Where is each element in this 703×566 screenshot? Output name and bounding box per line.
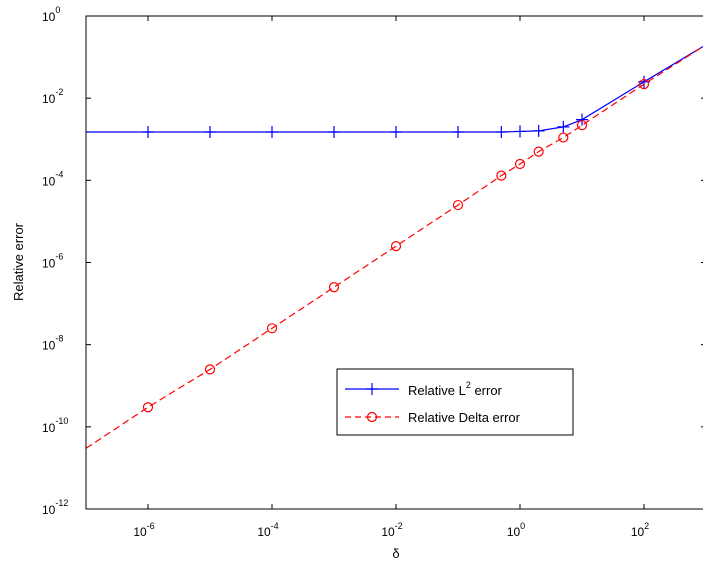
plot-lines [85,45,703,449]
y-tick-label-base: 10 [42,339,56,353]
x-tick-label-exp: -4 [271,521,279,531]
legend-label-l2: Relative L2 error [408,380,503,398]
series-0-marker-3 [328,126,340,139]
x-tick-label-exp: 0 [520,521,525,531]
y-tick-label-exp: -8 [55,334,63,344]
series-0-marker-6 [495,126,508,139]
x-tick-label-base: 10 [381,525,395,539]
x-tick-label-3: 100 [507,521,525,539]
y-tick-label-base: 10 [42,503,56,517]
legend: Relative L2 error Relative Delta error [336,368,574,436]
legend-marker-circle [366,411,378,423]
series-0-marker-2 [266,126,278,139]
y-tick-label-3: 10-6 [42,252,63,271]
series-1-marker-1 [204,364,216,375]
legend-box [336,368,574,436]
x-tick-label-2: 10-2 [381,521,402,539]
series-1-marker-3 [328,282,340,293]
legend-label-l2-suffix: error [471,383,503,398]
y-tick-label-6: 10-12 [42,498,68,517]
series-1-marker-6 [496,170,507,181]
x-tick-label-base: 10 [133,525,147,539]
x-tick-label-base: 10 [257,525,271,539]
series-0-marker-4 [390,126,402,139]
series-0-marker-0 [142,126,154,139]
y-tick-label-2: 10-4 [42,169,63,188]
x-tick-label-4: 102 [631,521,649,539]
y-tick-label-base: 10 [42,174,56,188]
x-tick-label-base: 10 [507,525,521,539]
x-tick-label-exp: 2 [644,521,649,531]
y-tick-label-1: 10-2 [42,87,63,106]
x-axis-title: δ [392,546,399,561]
series-1-marker-9 [558,132,569,143]
series-1-marker-7 [514,158,526,170]
y-tick-label-exp: -2 [55,87,63,97]
series-0-marker-7 [514,125,526,138]
series-0-marker-1 [204,126,216,139]
legend-label-delta: Relative Delta error [408,410,521,425]
x-tick-label-0: 10-6 [133,521,154,539]
y-tick-label-exp: -6 [55,252,63,262]
x-tick-label-base: 10 [631,525,645,539]
series-1-marker-2 [266,323,278,334]
series-0-line [86,45,703,133]
y-tick-label-base: 10 [42,10,56,24]
x-tick-label-1: 10-4 [257,521,278,539]
series-1-marker-8 [533,146,544,157]
y-tick-label-0: 100 [42,5,60,24]
tick-labels: 10-6 10-4 10-2 100 10210010-210-410-610-810-… [42,5,649,539]
y-axis-title: Relative error [11,222,26,301]
series-0-marker-8 [532,124,545,137]
y-tick-label-base: 10 [42,257,56,271]
series-0-marker-9 [557,120,570,133]
y-tick-label-base: 10 [42,92,56,106]
y-tick-label-exp: -12 [55,498,68,508]
y-tick-label-exp: -10 [55,416,68,426]
y-tick-label-base: 10 [42,421,56,435]
legend-marker-plus [366,383,378,395]
series-0-marker-10 [576,113,588,126]
series-1-marker-4 [390,241,402,252]
legend-label-l2-prefix: Relative L [408,383,466,398]
legend-label-l2-sup: 2 [466,380,471,390]
x-tick-label-exp: -2 [395,521,403,531]
series-1-marker-5 [452,199,464,211]
y-tick-label-5: 10-10 [42,416,68,435]
axis-ticks [86,15,703,510]
series-1-marker-10 [576,120,588,131]
series-0-marker-5 [452,126,464,139]
series-1-marker-0 [142,402,154,413]
series-1-marker-11 [638,78,650,90]
y-tick-label-4: 10-8 [42,334,63,353]
y-tick-label-exp: -4 [55,169,63,179]
x-tick-label-exp: -6 [147,521,155,531]
y-tick-label-exp: 0 [55,5,60,15]
series-1-line [85,45,703,449]
